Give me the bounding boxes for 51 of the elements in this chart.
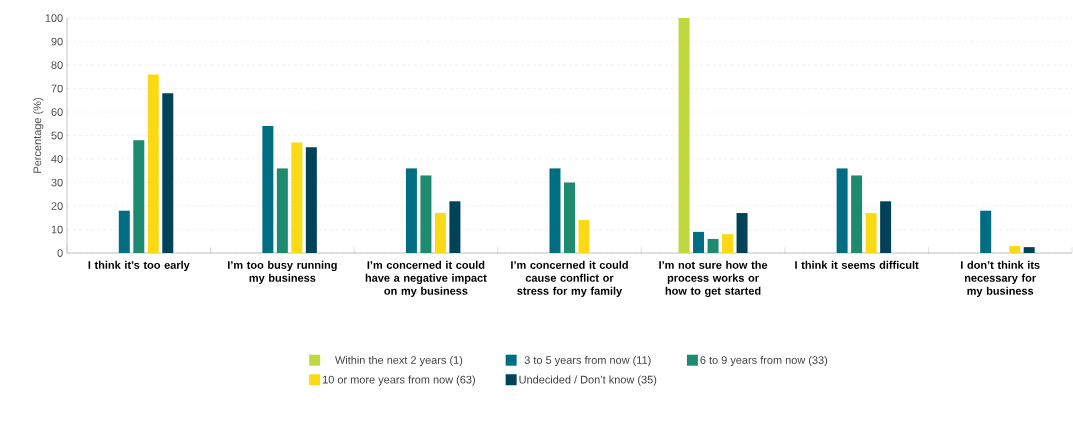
y-tick-label: 20 — [51, 202, 63, 210]
bar — [578, 220, 590, 253]
legend-label: Within the next 2 years (1) — [335, 355, 463, 367]
bar — [678, 18, 690, 253]
y-tick-label: 0 — [57, 249, 63, 257]
y-axis-title: Percentage (%) — [33, 98, 44, 173]
bar — [291, 142, 303, 253]
bar — [118, 210, 130, 253]
x-tick-label: I’m concerned it could cause conflict or stress for my family — [511, 260, 628, 297]
bar — [276, 168, 288, 253]
bar — [851, 175, 863, 253]
bar — [549, 168, 561, 253]
bar — [262, 126, 274, 253]
bar — [420, 175, 432, 253]
bar — [563, 182, 575, 253]
x-tick-label: I’m concerned it could have a negative impact on my business — [365, 260, 487, 297]
bar — [305, 147, 317, 253]
x-tick-label: I’m too busy running my business — [227, 260, 337, 285]
bar — [162, 93, 174, 253]
bar — [434, 213, 446, 253]
bar — [736, 213, 748, 253]
bar — [449, 201, 461, 253]
bar — [865, 213, 877, 253]
y-tick-label: 90 — [51, 37, 63, 46]
bar — [707, 238, 719, 253]
x-tick-label: I think it seems difficult — [795, 260, 919, 269]
y-tick-label: 10 — [51, 225, 63, 234]
legend-label: 3 to 5 years from now (11) — [524, 355, 651, 367]
x-tick-label: I’m not sure how the process works or how to get started — [659, 260, 768, 298]
legend-label: Undecided / Don’t know (35) — [519, 375, 657, 386]
y-tick-label: 40 — [51, 155, 63, 163]
bar — [147, 74, 159, 253]
bar — [1023, 247, 1035, 253]
y-tick-label: 70 — [51, 84, 63, 93]
y-tick-label: 30 — [51, 178, 63, 187]
bar — [405, 168, 417, 253]
x-tick-label: I don’t think its necessary for my business — [961, 260, 1040, 297]
legend-label: 6 to 9 years from now (33) — [700, 355, 828, 367]
bar — [693, 231, 705, 253]
y-tick-label: 60 — [51, 108, 63, 116]
y-tick-label: 80 — [51, 61, 63, 69]
y-tick-label: 100 — [45, 14, 63, 22]
x-tick-label: I think it’s too early — [88, 260, 190, 272]
bar — [722, 234, 734, 253]
bar — [133, 140, 145, 253]
y-tick-label: 50 — [51, 131, 63, 140]
bar — [880, 201, 892, 253]
legend-label: 10 or more years from now (63) — [323, 375, 475, 386]
bar — [980, 210, 992, 253]
bar — [1009, 245, 1021, 253]
bar — [836, 168, 848, 253]
